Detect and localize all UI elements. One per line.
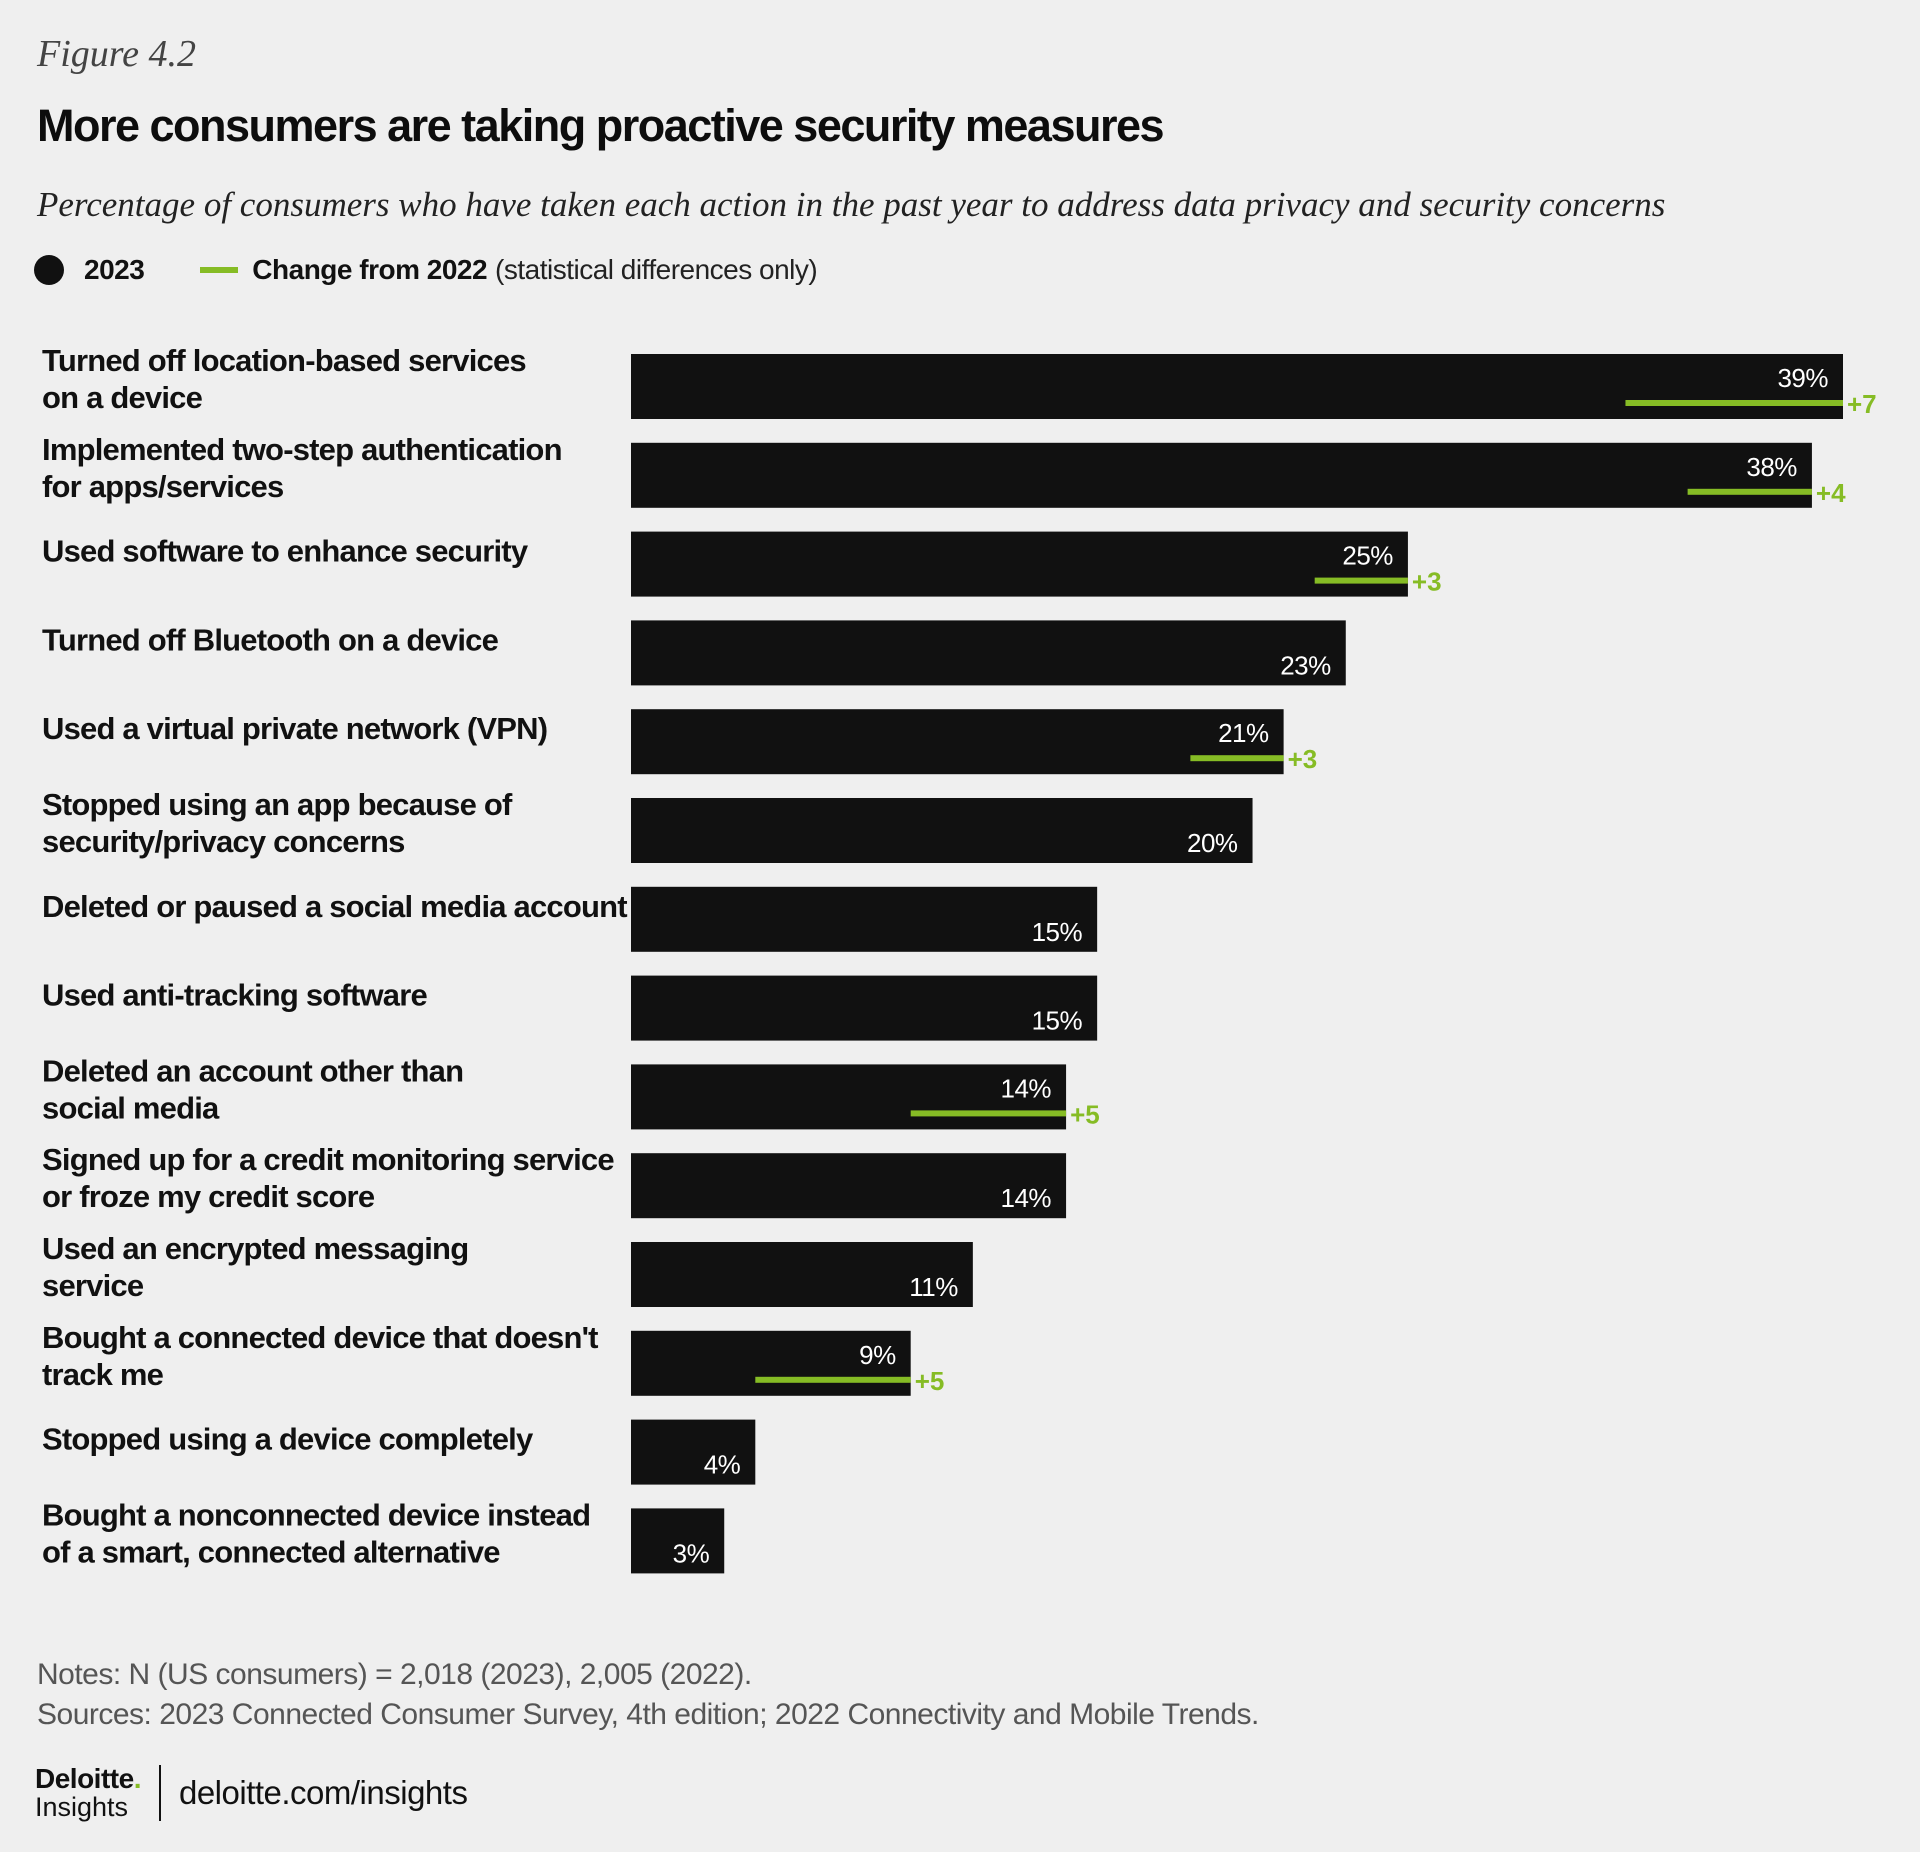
- value-label: 9%: [859, 1340, 896, 1370]
- category-label: Implemented two-step authentication for a…: [42, 432, 562, 504]
- bar-row: Used an encrypted messaging service 11%: [42, 1231, 973, 1307]
- value-label: 3%: [673, 1538, 710, 1568]
- bar: [631, 709, 1284, 775]
- notes-block: Notes: N (US consumers) = 2,018 (2023), …: [37, 1655, 1259, 1735]
- chart-subtitle: Percentage of consumers who have taken e…: [37, 185, 1666, 224]
- legend-line-icon: [200, 267, 239, 273]
- value-label: 20%: [1187, 828, 1238, 858]
- bar-row: Implemented two-step authentication for a…: [42, 432, 1846, 508]
- legend-change-note: (statistical differences only): [495, 254, 818, 285]
- value-label: 14%: [1001, 1073, 1052, 1103]
- bar: [631, 620, 1346, 686]
- bar: [631, 1330, 911, 1396]
- logo-dot: .: [133, 1763, 142, 1794]
- value-label: 23%: [1280, 650, 1331, 680]
- footer-site-link[interactable]: deloitte.com/insights: [178, 1774, 468, 1811]
- bar: [631, 1242, 973, 1307]
- bar-row: Deleted or paused a social media account…: [42, 886, 1098, 952]
- deloitte-logo: Deloitte. Insights: [35, 1765, 141, 1822]
- bar-chart: Turned off location-based services on a d…: [42, 343, 1877, 1574]
- category-label: Used software to enhance security: [42, 534, 529, 569]
- bar: [631, 798, 1253, 863]
- category-label: Deleted an account other than social medi…: [42, 1053, 463, 1125]
- bar: [631, 1153, 1067, 1219]
- value-label: 4%: [704, 1450, 741, 1480]
- bar: [631, 1508, 725, 1574]
- value-label: 14%: [1001, 1183, 1052, 1213]
- value-label: 11%: [909, 1272, 958, 1302]
- category-label: Turned off location-based services on a d…: [42, 343, 526, 415]
- bar-row: Signed up for a credit monitoring servic…: [42, 1142, 1067, 1219]
- bar-row: Used a virtual private network (VPN) 21% +…: [42, 709, 1318, 775]
- change-line: [1190, 755, 1284, 762]
- bar-row: Turned off location-based services on a d…: [42, 343, 1877, 419]
- category-label: Turned off Bluetooth on a device: [42, 622, 499, 657]
- bar-row: Stopped using a device completely 4%: [42, 1419, 756, 1485]
- logo-wordmark: Deloitte.: [35, 1765, 141, 1793]
- change-line: [755, 1376, 911, 1383]
- legend-change-label: Change from 2022: [252, 254, 488, 285]
- bar-row: Used anti-tracking software 15%: [42, 975, 1098, 1041]
- category-label: Used anti-tracking software: [42, 978, 428, 1013]
- sources-text: Sources: 2023 Connected Consumer Survey,…: [37, 1698, 1259, 1731]
- value-label: 39%: [1777, 363, 1828, 393]
- bar-row: Used software to enhance security 25% +3: [42, 531, 1442, 597]
- change-line: [1314, 577, 1408, 584]
- chart-title: More consumers are taking proactive secu…: [37, 100, 1165, 151]
- figure-label: Figure 4.2: [37, 33, 197, 75]
- change-label: +4: [1816, 478, 1846, 508]
- bar: [631, 442, 1812, 508]
- category-label: Signed up for a credit monitoring servic…: [42, 1142, 614, 1214]
- change-label: +7: [1847, 389, 1877, 419]
- category-label: Used an encrypted messaging service: [42, 1231, 468, 1303]
- bar-row: Turned off Bluetooth on a device 23%: [42, 620, 1346, 686]
- footer-divider: [158, 1765, 161, 1821]
- change-line: [1687, 488, 1812, 495]
- change-label: +3: [1288, 744, 1318, 774]
- bar: [631, 531, 1408, 597]
- change-label: +3: [1412, 567, 1442, 597]
- category-label: Stopped using a device completely: [42, 1422, 534, 1457]
- category-label: Bought a connected device that doesn't tr…: [42, 1320, 598, 1392]
- category-label: Deleted or paused a social media account: [42, 889, 627, 924]
- bar: [631, 886, 1098, 952]
- value-label: 25%: [1342, 541, 1393, 571]
- category-label: Used a virtual private network (VPN): [42, 711, 547, 746]
- footer: Deloitte. Insights deloitte.com/insights: [35, 1765, 468, 1822]
- value-label: 21%: [1218, 718, 1269, 748]
- category-label: Bought a nonconnected device instead of a…: [42, 1497, 590, 1569]
- value-label: 38%: [1746, 452, 1797, 482]
- category-label: Stopped using an app because of security/…: [42, 787, 513, 859]
- change-label: +5: [1070, 1099, 1100, 1129]
- logo-name: Deloitte: [35, 1763, 134, 1794]
- bar-row: Bought a connected device that doesn't tr…: [42, 1320, 944, 1396]
- bar: [631, 975, 1098, 1041]
- bar-row: Bought a nonconnected device instead of a…: [42, 1497, 725, 1574]
- bar: [631, 1419, 756, 1485]
- bar-row: Stopped using an app because of security/…: [42, 787, 1253, 863]
- change-label: +5: [915, 1366, 945, 1396]
- legend-dot-icon: [34, 255, 64, 285]
- bar-row: Deleted an account other than social medi…: [42, 1053, 1100, 1130]
- bar: [631, 354, 1843, 419]
- value-label: 15%: [1032, 917, 1083, 947]
- bar: [631, 1064, 1067, 1130]
- notes-text: Notes: N (US consumers) = 2,018 (2023), …: [37, 1658, 752, 1691]
- change-line: [910, 1110, 1067, 1117]
- change-line: [1625, 400, 1843, 406]
- legend-2023-label: 2023: [84, 254, 145, 285]
- legend: 2023 Change from 2022 (statistical diffe…: [34, 254, 818, 286]
- logo-insights: Insights: [35, 1792, 129, 1822]
- value-label: 15%: [1032, 1006, 1083, 1036]
